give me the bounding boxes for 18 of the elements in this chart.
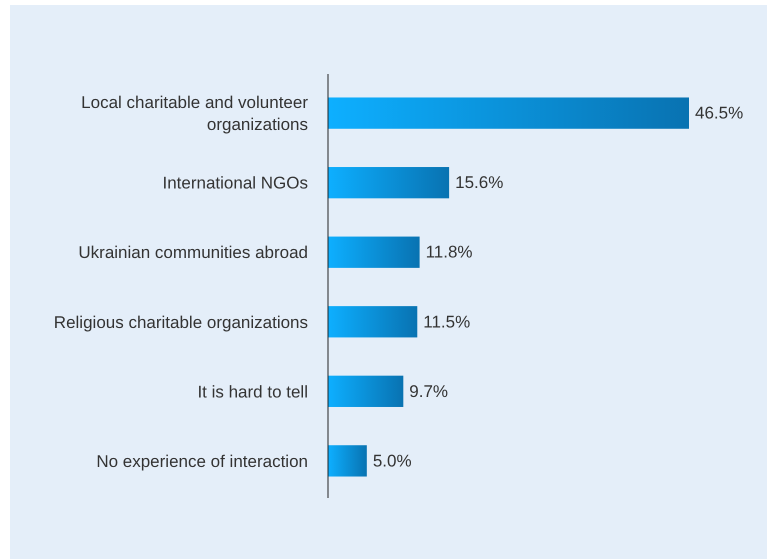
data-label: 5.0%: [372, 451, 412, 470]
data-label: 11.8%: [426, 242, 473, 262]
bar: [328, 97, 689, 129]
y-tick-label: Ukrainian communities abroad: [78, 242, 308, 262]
bar: [328, 445, 367, 477]
data-label: 46.5%: [695, 104, 744, 123]
y-tick-label: International NGOs: [162, 173, 308, 192]
data-label: 9.7%: [409, 382, 448, 401]
y-tick-label: Local charitable and volunteer organizations: [81, 92, 308, 134]
y-tick-label: No experience of interaction: [96, 451, 308, 470]
bar: [328, 376, 404, 407]
y-tick-label: It is hard to tell: [197, 382, 308, 401]
bar: [328, 236, 420, 268]
bar: [328, 167, 450, 198]
data-label: 11.5%: [423, 312, 470, 332]
y-tick-label: Religious charitable organizations: [54, 312, 308, 332]
data-label: 15.6%: [455, 173, 504, 192]
bar: [328, 306, 418, 338]
